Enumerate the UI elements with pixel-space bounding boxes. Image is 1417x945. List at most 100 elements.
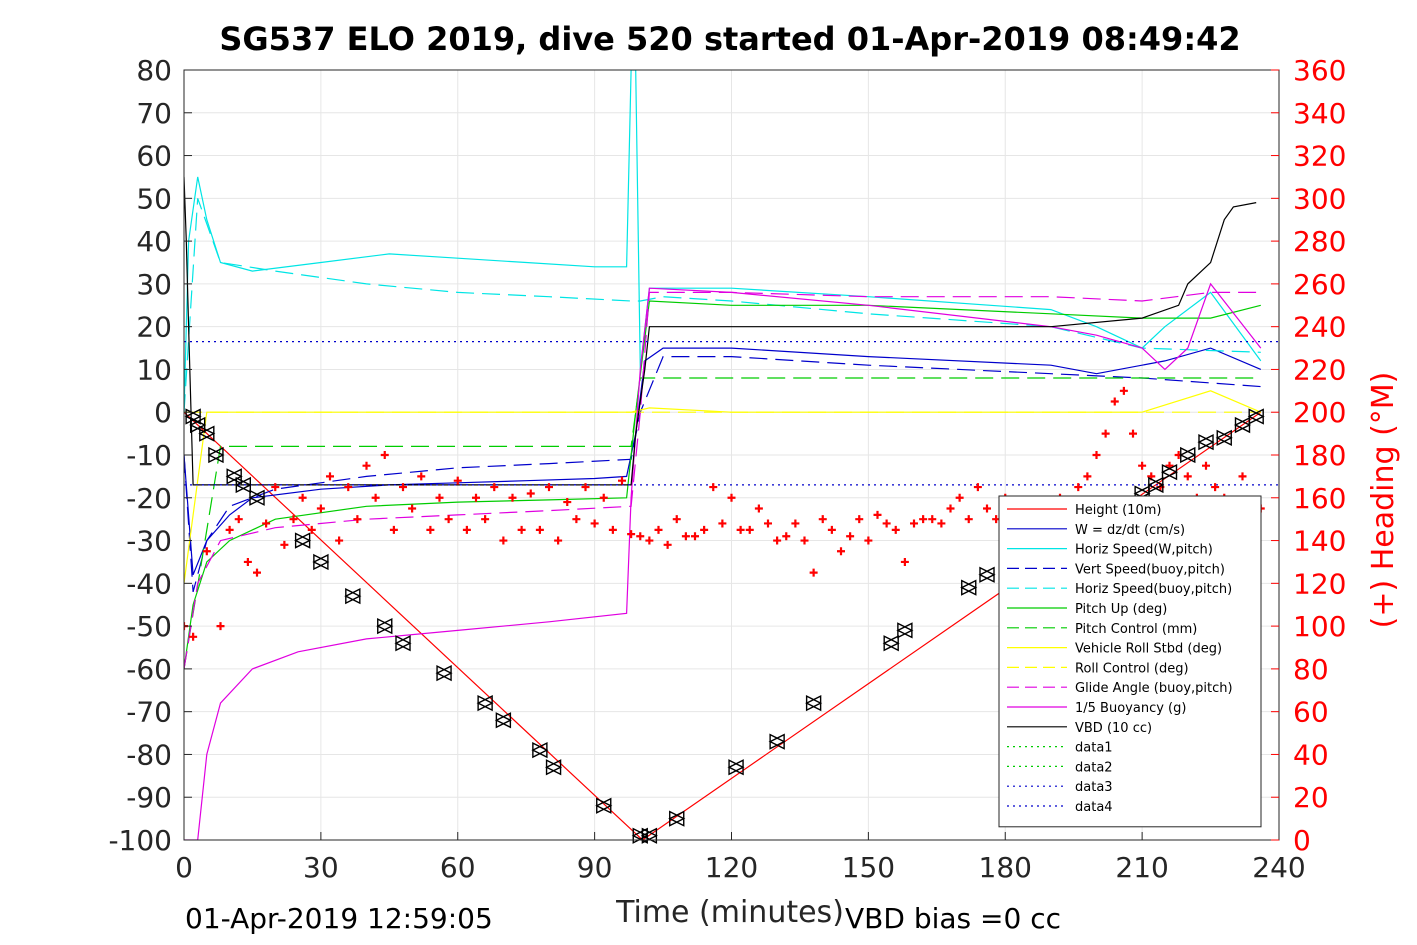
y2-tick-label: 0 [1293,824,1311,857]
series-line-horiz-speed-buoy-pitch [184,198,1261,413]
heading-point [955,493,964,502]
heading-point [490,483,499,492]
y2-tick-label: 300 [1293,182,1346,215]
heading-point [517,525,526,534]
heading-point [910,519,918,528]
depth-marker [1160,463,1179,481]
depth-marker [225,468,243,485]
heading-point [462,525,471,534]
heading-point [618,476,626,485]
depth-marker [344,588,362,605]
depth-marker [476,694,494,712]
heading-point [335,536,344,545]
heading-point [426,525,435,534]
heading-point [736,525,745,534]
depth-marker [1233,416,1252,434]
y-tick-label: 40 [136,225,172,258]
depth-marker [631,827,649,844]
series-line-glide-angle-buoy-pitch [184,291,1261,669]
series-line-pitch-control-mm [184,377,1261,669]
x-tick-label: 0 [175,851,193,884]
x-axis-ticks: 0 30 60 90 120 150 180 210 240 [175,832,1306,884]
heading-point [526,489,535,498]
depth-marker [668,810,686,827]
legend-entry: data1 [1075,741,1113,756]
heading-point [627,530,636,539]
x-tick-label: 60 [440,851,476,884]
y-tick-label: -10 [126,439,172,472]
heading-point [253,568,261,577]
legend-entry: Vehicle Roll Stbd (deg) [1075,642,1222,657]
heading-point [344,483,353,492]
heading-point [754,504,763,513]
heading-point [681,532,690,541]
heading-point [809,568,818,577]
heading-point [202,547,211,556]
legend-entry: data4 [1075,800,1113,815]
heading-point [946,504,955,513]
heading-point [983,504,991,513]
heading-point [1202,461,1210,470]
y-tick-label: -70 [126,696,172,729]
depth-marker [435,665,453,682]
heading-point [855,515,864,524]
depth-marker [978,566,996,583]
depth-marker [1197,434,1215,451]
y-tick-label: 20 [136,311,172,344]
heading-point [1238,472,1247,481]
legend-entry: Pitch Control (mm) [1075,622,1197,637]
heading-point [645,536,654,545]
x-tick-label: 210 [1115,851,1168,884]
depth-marker [896,622,914,639]
depth-marker [248,489,266,506]
depth-marker [312,553,330,571]
y2-tick-label: 80 [1293,653,1329,686]
heading-point [472,493,480,502]
series-line-vbd-10-cc [184,176,1257,486]
footer-timestamp: 01-Apr-2019 12:59:05 [185,902,493,935]
heading-point [700,525,709,534]
legend-entry: Height (10m) [1075,503,1161,518]
legend-entry: Horiz Speed(buoy,pitch) [1075,582,1232,597]
y2-tick-label: 180 [1293,439,1346,472]
y2-tick-label: 60 [1293,696,1329,729]
heading-point [937,519,946,528]
depth-marker [1247,408,1265,425]
heading-point [545,483,553,492]
heading-point [408,504,417,513]
heading-point [581,483,590,492]
heading-point [590,519,599,528]
heading-point [399,483,407,492]
heading-point [608,525,617,534]
heading-point [827,525,836,534]
heading-point [599,493,608,502]
legend-box [998,495,1262,828]
depth-marker [207,446,225,464]
heading-point [280,540,289,549]
y2-tick-label: 100 [1293,610,1346,643]
depth-marker [1147,476,1165,494]
heading-point [764,519,772,528]
y2-tick-label: 160 [1293,482,1346,515]
y-tick-label: -30 [126,525,172,558]
y2-tick-label: 280 [1293,225,1346,258]
y2-tick-label: 320 [1293,140,1346,173]
y2-axis-ticks: 3603403203002802602402202001801601401201… [1271,54,1346,857]
depth-marker [494,712,512,729]
heading-point [864,536,873,545]
x-tick-label: 150 [842,851,895,884]
heading-point [535,525,544,534]
heading-point [691,532,699,541]
heading-point [1092,451,1101,459]
y-tick-label: 80 [136,54,172,87]
heading-point [791,519,800,528]
depth-marker [531,742,549,759]
heading-point [225,525,234,534]
heading-point [307,525,316,534]
heading-point [782,532,791,541]
y-tick-label: -40 [126,567,172,600]
depth-marker [727,759,745,776]
x-axis-label: Time (minutes) [615,895,844,930]
heading-point [928,515,937,524]
y-tick-label: 30 [136,268,172,301]
